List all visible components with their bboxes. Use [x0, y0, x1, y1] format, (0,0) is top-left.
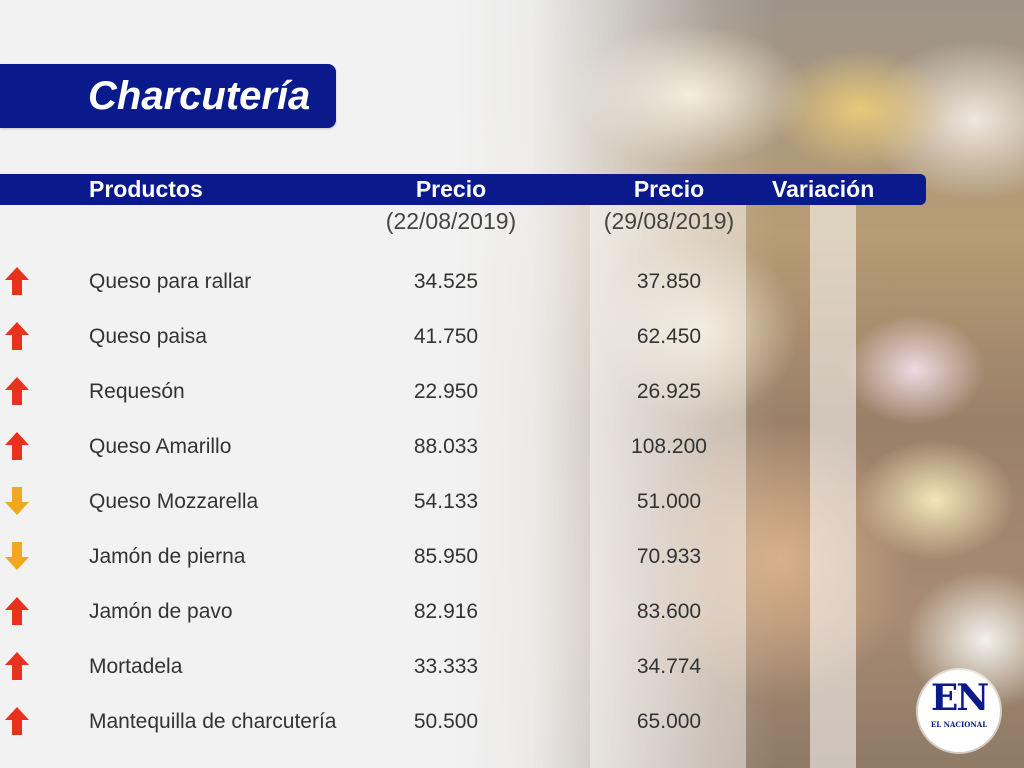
header-variation: Variación	[772, 176, 875, 202]
column-highlight-variation	[810, 205, 856, 768]
arrow-up-icon	[0, 364, 34, 419]
header-price-1: Precio	[415, 176, 487, 202]
header-price-2-date: (29/08/2019)	[603, 208, 735, 234]
price-current: 37.850	[636, 270, 702, 293]
price-current: 108.200	[631, 435, 707, 458]
product-name: Requesón	[89, 380, 185, 403]
arrow-up-icon	[0, 639, 34, 694]
product-name: Mantequilla de charcutería	[89, 710, 337, 733]
table-row: Jamón de pavo 82.916 83.600	[0, 584, 1024, 639]
el-nacional-logo: EN EL NACIONAL	[918, 670, 1000, 752]
header-price-1-date: (22/08/2019)	[385, 208, 517, 234]
price-previous: 34.525	[413, 270, 479, 293]
table-row: Queso para rallar 34.525 37.850	[0, 254, 1024, 309]
price-current: 62.450	[636, 325, 702, 348]
product-name: Queso para rallar	[89, 270, 252, 293]
column-highlight-price2	[590, 205, 746, 768]
product-name: Mortadela	[89, 655, 183, 678]
product-name: Queso Amarillo	[89, 435, 232, 458]
arrow-down-icon	[0, 529, 34, 584]
product-name: Queso paisa	[89, 325, 207, 348]
table-row: Queso Amarillo 88.033 108.200	[0, 419, 1024, 474]
price-current: 70.933	[636, 545, 702, 568]
table-row: Jamón de pierna 85.950 70.933	[0, 529, 1024, 584]
price-previous: 88.033	[413, 435, 479, 458]
price-previous: 85.950	[413, 545, 479, 568]
price-current: 34.774	[636, 655, 702, 678]
price-previous: 33.333	[413, 655, 479, 678]
table-row: Requesón 22.950 26.925	[0, 364, 1024, 419]
price-previous: 22.950	[413, 380, 479, 403]
table-row: Queso Mozzarella 54.133 51.000	[0, 474, 1024, 529]
price-previous: 82.916	[413, 600, 479, 623]
price-current: 51.000	[636, 490, 702, 513]
title-banner: Charcutería	[0, 64, 336, 128]
header-price-2: Precio	[633, 176, 705, 202]
product-name: Jamón de pavo	[89, 600, 233, 623]
logo-letters: EN	[930, 677, 989, 719]
product-name: Queso Mozzarella	[89, 490, 259, 513]
logo-subtitle: EL NACIONAL	[930, 720, 988, 729]
arrow-up-icon	[0, 584, 34, 639]
price-current: 83.600	[636, 600, 702, 623]
price-previous: 54.133	[413, 490, 479, 513]
page-title: Charcutería	[88, 74, 311, 118]
table-row: Mortadela 33.333 34.774	[0, 639, 1024, 694]
arrow-up-icon	[0, 419, 34, 474]
table-row: Mantequilla de charcutería 50.500 65.000	[0, 694, 1024, 749]
arrow-up-icon	[0, 254, 34, 309]
price-previous: 41.750	[413, 325, 479, 348]
price-current: 65.000	[636, 710, 702, 733]
table-header-bar: Productos Precio Precio Variación	[0, 174, 926, 205]
header-products: Productos	[89, 176, 203, 202]
price-previous: 50.500	[413, 710, 479, 733]
table-row: Queso paisa 41.750 62.450	[0, 309, 1024, 364]
price-table: Queso para rallar 34.525 37.850 Queso paisa…	[0, 254, 1024, 749]
arrow-up-icon	[0, 694, 34, 749]
arrow-down-icon	[0, 474, 34, 529]
price-current: 26.925	[636, 380, 702, 403]
product-name: Jamón de pierna	[89, 545, 246, 568]
arrow-up-icon	[0, 309, 34, 364]
